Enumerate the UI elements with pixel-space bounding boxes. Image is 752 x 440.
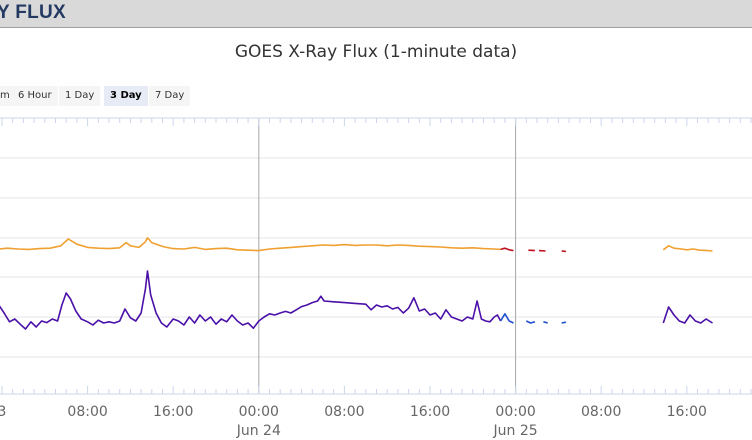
x-tick-label: 16:00 xyxy=(410,404,450,420)
x-tick-label: 16:00 xyxy=(667,404,707,420)
range-button-6-hour[interactable]: 6 Hour xyxy=(12,86,58,106)
series-3-segment-3 xyxy=(561,321,567,324)
x-tick-label: 16:00 xyxy=(153,404,193,420)
range-button-1-day[interactable]: 1 Day xyxy=(59,86,101,106)
x-tick-label: 00:00 xyxy=(239,404,279,420)
series-3-segment-2 xyxy=(543,321,548,324)
series-1-segment-0 xyxy=(500,247,514,252)
x-date-label: Jun 25 xyxy=(493,423,538,439)
x-tick-label: 3 xyxy=(0,404,6,420)
x-tick-label: 08:00 xyxy=(324,404,364,420)
x-axis xyxy=(0,117,752,395)
chart-title: GOES X-Ray Flux (1-minute data) xyxy=(234,42,518,62)
header-bar: Y FLUX xyxy=(0,0,752,28)
series-0-segment-0 xyxy=(0,237,501,252)
grid-lines xyxy=(0,157,752,358)
range-button-7-day[interactable]: 7 Day xyxy=(149,86,191,106)
x-tick-label: 08:00 xyxy=(581,404,621,420)
series-3-segment-0 xyxy=(499,312,514,324)
day-boundary-lines xyxy=(258,118,517,394)
series-0-segment-1 xyxy=(662,245,713,252)
range-button-3-day[interactable]: 3 Day xyxy=(104,86,148,106)
x-tick-labels: 3 08:00 16:00 00:00 Jun 24 08:00 16:00 00:00 Jun… xyxy=(0,404,707,439)
range-button-m[interactable]: m xyxy=(0,86,16,106)
x-date-label: Jun 24 xyxy=(236,423,281,439)
header-title: Y FLUX xyxy=(0,2,67,23)
series-2-segment-1 xyxy=(662,306,713,324)
series-3-segment-1 xyxy=(525,320,536,324)
series-2-segment-0 xyxy=(0,270,502,330)
series-lines xyxy=(0,237,713,330)
x-tick-label: 00:00 xyxy=(495,404,535,420)
x-tick-label: 08:00 xyxy=(67,404,107,420)
